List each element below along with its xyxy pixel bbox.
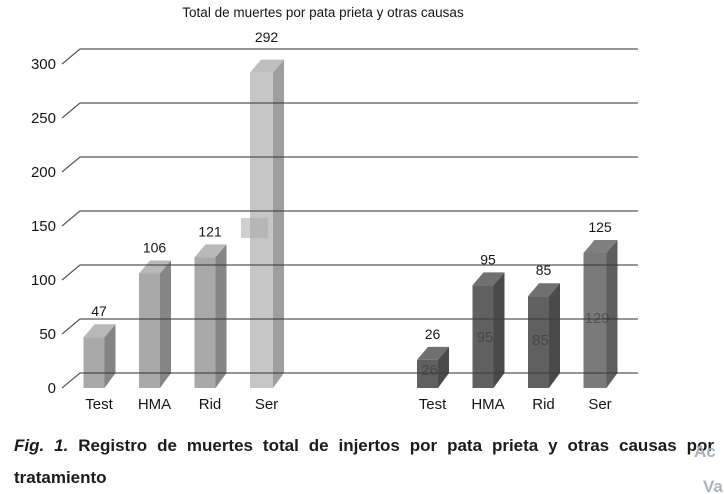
gridline-50 bbox=[61, 318, 638, 335]
caption-figure-label: Fig. 1. bbox=[14, 436, 69, 455]
y-tick-200: 200 bbox=[31, 164, 56, 181]
page-edge-text-fragment: Ac bbox=[694, 442, 716, 461]
y-tick-150: 150 bbox=[31, 218, 56, 235]
gridline-0 bbox=[61, 372, 638, 389]
gridlines-layer: 0 50 100 150 200 250 300 bbox=[31, 48, 638, 397]
value-label-left-group-light-rid: 121 bbox=[198, 223, 222, 239]
page-edge-text-fragment: Va bbox=[703, 477, 723, 494]
inner-value-label: 85 bbox=[532, 332, 549, 349]
x-category-rid-1: Rid bbox=[199, 396, 222, 413]
bar-left-group-light-test bbox=[83, 324, 116, 388]
value-label-right-group-dark-ser: 125 bbox=[588, 219, 612, 235]
value-label-left-group-light-hma: 106 bbox=[143, 240, 167, 256]
inner-value-label: 95 bbox=[477, 329, 494, 346]
bar-left-group-light-hma bbox=[139, 260, 171, 388]
inner-value-label: 129 bbox=[584, 310, 609, 327]
bar-right-group-dark-hma bbox=[472, 272, 505, 388]
y-tick-300: 300 bbox=[31, 56, 56, 73]
gridline-250 bbox=[61, 102, 638, 119]
caption-line-1: Fig. 1. Registro de muertes total de inj… bbox=[14, 430, 714, 494]
y-tick-100: 100 bbox=[31, 272, 56, 289]
gridline-100 bbox=[61, 264, 638, 281]
chart-title: Total de muertes por pata prieta y otras… bbox=[182, 5, 464, 20]
y-tick-0: 0 bbox=[48, 380, 56, 397]
value-label-left-group-light-ser: 292 bbox=[255, 29, 279, 45]
bar-chart: Total de muertes por pata prieta y otras… bbox=[31, 5, 638, 413]
x-category-test-2: Test bbox=[419, 396, 447, 413]
washed-label-band bbox=[241, 218, 268, 238]
figure-caption: Fig. 1. Registro de muertes total de inj… bbox=[14, 430, 714, 494]
value-label-right-group-dark-hma: 95 bbox=[480, 251, 496, 267]
value-label-right-group-dark-test: 26 bbox=[425, 326, 441, 342]
y-tick-250: 250 bbox=[31, 110, 56, 127]
x-category-ser-1: Ser bbox=[255, 396, 278, 413]
gridline-200 bbox=[61, 156, 638, 173]
bar-right-group-dark-test bbox=[417, 346, 449, 388]
x-category-hma-1: HMA bbox=[138, 396, 171, 413]
x-category-ser-2: Ser bbox=[588, 396, 611, 413]
bar-left-group-light-rid bbox=[194, 244, 227, 388]
inner-value-label: 26 bbox=[421, 362, 438, 379]
gridline-150 bbox=[61, 210, 638, 227]
caption-text: Registro de muertes total de injertos po… bbox=[14, 436, 714, 488]
bar-right-group-dark-ser bbox=[583, 240, 618, 388]
value-label-right-group-dark-rid: 85 bbox=[536, 262, 552, 278]
y-tick-50: 50 bbox=[39, 326, 56, 343]
x-category-rid-2: Rid bbox=[532, 396, 555, 413]
value-label-left-group-light-test: 47 bbox=[91, 303, 107, 319]
x-category-hma-2: HMA bbox=[471, 396, 504, 413]
bars-layer bbox=[83, 59, 618, 388]
x-category-test-1: Test bbox=[85, 396, 113, 413]
gridline-300 bbox=[61, 48, 638, 65]
labels-layer: 26 95 85 129 47 Test 106 HMA 121 Rid 292 Ser 26 Test 9… bbox=[85, 29, 612, 413]
